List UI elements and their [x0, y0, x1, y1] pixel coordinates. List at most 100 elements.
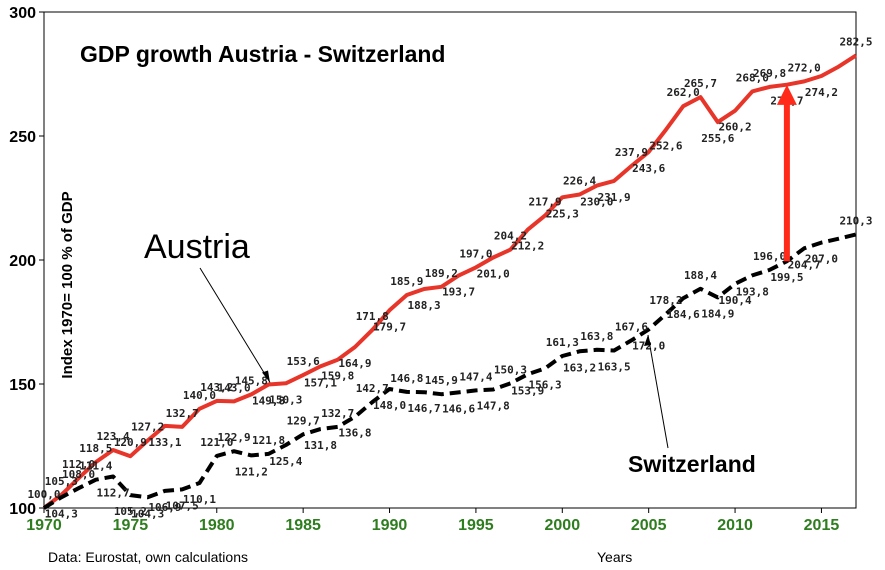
data-label-austria: 189,2: [425, 267, 458, 280]
data-label-austria: 193,7: [442, 286, 475, 299]
austria-pointer-head: [262, 370, 270, 383]
line-austria: [42, 53, 858, 510]
data-label-switzerland: 204,7: [788, 258, 821, 271]
data-label-austria: 260,2: [719, 121, 752, 134]
data-label-austria: 217,9: [528, 196, 561, 209]
data-label-austria: 143,2: [200, 381, 233, 394]
source-note: Data: Eurostat, own calculations: [48, 549, 248, 565]
y-tick-label: 100: [9, 501, 36, 518]
ticks: 100 150 200 250 300 1970 1975 1980 1985 1990 1995 2…: [9, 5, 839, 534]
data-label-austria: 145,8: [235, 374, 268, 387]
x-tick-label: 2015: [804, 517, 840, 534]
data-label-switzerland: 193,8: [736, 285, 769, 298]
data-label-switzerland: 122,9: [217, 431, 250, 444]
data-label-switzerland: 146,7: [408, 402, 441, 415]
data-label-switzerland: 188,4: [684, 269, 717, 282]
x-tick-label: 2010: [717, 517, 753, 534]
y-tick-label: 200: [9, 253, 36, 270]
data-label-austria: 204,2: [494, 230, 527, 243]
data-label-switzerland: 190,4: [719, 294, 752, 307]
data-label-switzerland: 146,8: [390, 372, 423, 385]
data-label-switzerland: 163,8: [580, 330, 613, 343]
data-label-austria: 269,8: [753, 67, 786, 80]
annotation-austria: Austria: [144, 228, 250, 266]
x-tick-label: 1975: [113, 517, 149, 534]
data-label-austria: 127,2: [131, 421, 164, 434]
data-label-austria: 225,3: [546, 207, 579, 220]
x-tick-label: 1995: [458, 517, 494, 534]
data-label-austria: 100,0: [27, 488, 60, 501]
data-label-austria: 112,0: [62, 458, 95, 471]
data-label-austria: 272,0: [788, 61, 821, 74]
data-label-switzerland: 121,0: [200, 436, 233, 449]
data-label-austria: 188,3: [408, 299, 441, 312]
data-label-austria: 118,5: [79, 442, 112, 455]
x-tick-label: 2005: [631, 517, 667, 534]
data-label-switzerland: 150,3: [494, 363, 527, 376]
data-label-switzerland: 210,3: [839, 214, 872, 227]
data-label-switzerland: 112,7: [97, 487, 130, 500]
data-label-switzerland: 142,7: [356, 382, 389, 395]
austria-pointer-line: [199, 267, 271, 383]
data-label-switzerland: 131,8: [304, 439, 337, 452]
data-label-austria: 105,3: [45, 475, 78, 488]
data-label-austria: 274,2: [805, 86, 838, 99]
annotation-arrows: [199, 84, 797, 449]
data-label-switzerland: 153,9: [511, 384, 544, 397]
data-label-switzerland: 111,4: [79, 460, 112, 473]
data-label-switzerland: 147,4: [459, 370, 492, 383]
data-label-switzerland: 104,3: [45, 507, 78, 520]
data-label-switzerland: 121,2: [235, 465, 268, 478]
data-label-austria: 153,6: [287, 355, 320, 368]
data-label-austria: 143,0: [217, 381, 250, 394]
data-label-switzerland: 136,8: [338, 427, 371, 440]
data-label-austria: 157,1: [304, 376, 337, 389]
data-label-austria: 201,0: [477, 268, 510, 281]
x-tick-label: 1970: [26, 517, 62, 534]
series-lines: [42, 53, 858, 510]
data-label-switzerland: 184,6: [667, 308, 700, 321]
x-tick-label: 2000: [545, 517, 581, 534]
data-label-austria: 255,6: [701, 132, 734, 145]
data-label-switzerland: 167,6: [615, 320, 648, 333]
data-label-austria: 120,9: [114, 436, 147, 449]
data-label-switzerland: 108,0: [62, 468, 95, 481]
data-label-switzerland: 196,0: [753, 250, 786, 263]
data-label-austria: 212,2: [511, 240, 544, 253]
data-label-switzerland: 148,0: [373, 399, 406, 412]
data-label-austria: 159,8: [321, 370, 354, 383]
data-label-austria: 282,5: [839, 35, 872, 48]
data-label-austria: 171,8: [356, 310, 389, 323]
y-tick-label: 150: [9, 377, 36, 394]
data-label-switzerland: 146,6: [442, 402, 475, 415]
data-label-switzerland: 184,9: [701, 307, 734, 320]
y-tick-label: 250: [9, 129, 36, 146]
data-label-switzerland: 110,1: [183, 493, 216, 506]
data-label-austria: 133,1: [148, 436, 181, 449]
data-label-switzerland: 163,2: [563, 361, 596, 374]
data-label-austria: 197,0: [459, 247, 492, 260]
annotation-switzerland: Switzerland: [628, 451, 756, 477]
data-label-switzerland: 156,3: [528, 378, 561, 391]
data-label-austria: 262,0: [667, 86, 700, 99]
gap-arrow-head: [776, 84, 797, 105]
data-label-austria: 185,9: [390, 275, 423, 288]
data-label-austria: 123,4: [97, 430, 130, 443]
x-axis-label: Years: [597, 549, 632, 565]
data-label-switzerland: 132,7: [321, 407, 354, 420]
data-label-austria: 230,0: [580, 196, 613, 209]
data-label-switzerland: 199,5: [770, 271, 803, 284]
data-label-austria: 237,9: [615, 146, 648, 159]
data-label-austria: 150,3: [269, 393, 302, 406]
data-label-switzerland: 121,8: [252, 434, 285, 447]
data-label-austria: 268,0: [736, 71, 769, 84]
switzerland-pointer-head: [644, 335, 651, 346]
data-label-switzerland: 125,4: [269, 455, 302, 468]
data-label-austria: 179,7: [373, 320, 406, 333]
data-label-austria: 265,7: [684, 77, 717, 90]
data-label-austria: 226,4: [563, 175, 596, 188]
x-tick-label: 1990: [372, 517, 408, 534]
data-label-switzerland: 161,3: [546, 336, 579, 349]
